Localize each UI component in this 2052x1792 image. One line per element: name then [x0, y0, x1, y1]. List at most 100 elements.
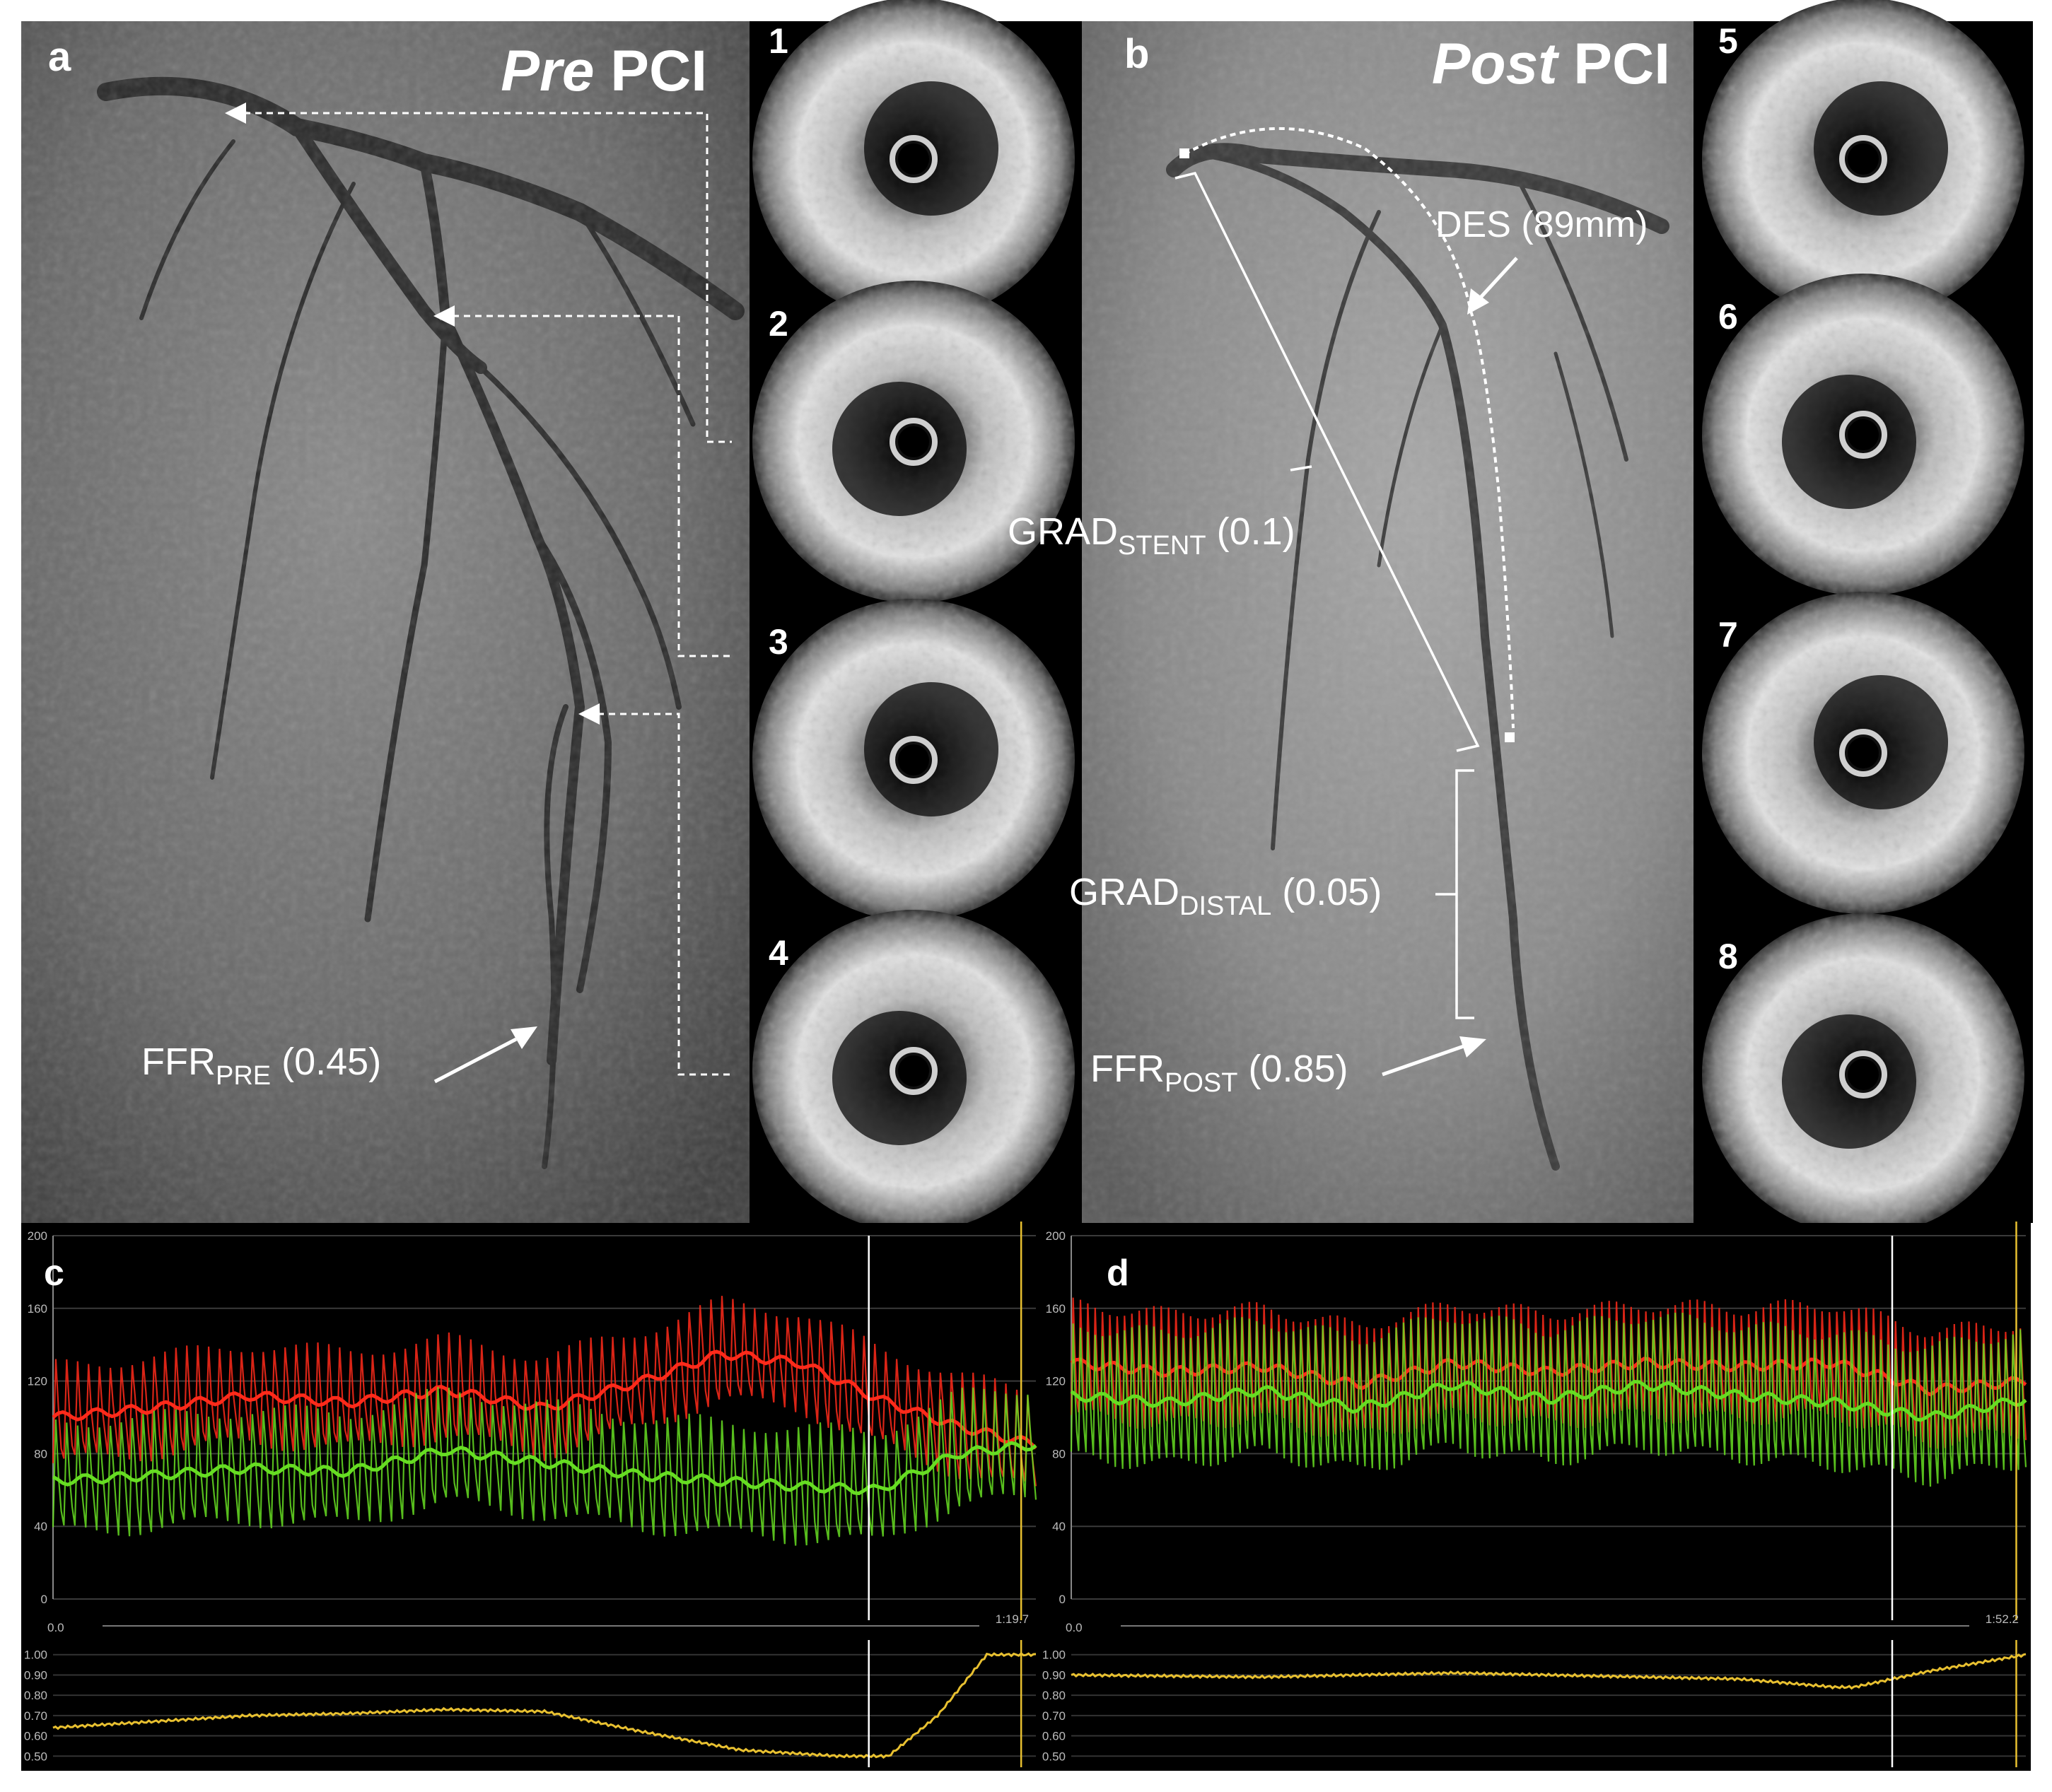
ivus-connector-arrowheads-pre	[225, 103, 600, 725]
stent-bracket-tick	[1290, 465, 1312, 472]
ivus-catheter-ring	[890, 135, 938, 183]
ffr-tick-label: 1.00	[1042, 1648, 1066, 1662]
ivus-catheter-core	[898, 1055, 929, 1087]
ivus-catheter-core	[1848, 144, 1879, 175]
panel-a-title: Pre PCI	[501, 39, 707, 103]
des-arrow	[1467, 257, 1518, 315]
angiogram-post-texture	[1082, 21, 1694, 1223]
grad-distal-label: GRADDISTAL (0.05)	[1069, 871, 1382, 921]
ivus-catheter-core	[898, 144, 929, 175]
pressure-tick-label: 200	[1046, 1229, 1066, 1243]
pressure-tick-label: 80	[1052, 1447, 1066, 1460]
panel-b: b Post PCI DES (89mm) GRADSTENT (0.1) GR…	[1008, 21, 1694, 1223]
ivus-connectors-pre	[244, 112, 732, 1076]
ffr-tick-label: 0.70	[24, 1709, 47, 1723]
pressure-tick-label: 80	[34, 1447, 47, 1460]
distal-pressure-trace	[1070, 1312, 2027, 1487]
panel-c-chart: 200 160 120 80 40 0 0.0 1:19.7 1.00 0.90 0.80 0.70 0…	[21, 1222, 1039, 1771]
ffr-tick-label: 1.00	[24, 1648, 47, 1662]
time-end-label: 1:52.2	[1986, 1612, 2019, 1626]
ffr-pre-arrow	[433, 1026, 537, 1084]
ivus-catheter-core	[1848, 419, 1879, 450]
chart-background	[21, 1223, 1039, 1771]
pressure-tick-label: 0	[41, 1593, 47, 1606]
ivus-number-4: 4	[769, 933, 788, 973]
panel-letter-d: d	[1107, 1253, 1129, 1294]
ffr-trace	[52, 1652, 1037, 1759]
ivus-catheter-ring	[1839, 729, 1887, 777]
time-start-label: 0.0	[47, 1621, 64, 1634]
ivus-number-5: 5	[1718, 21, 1738, 61]
ivus-catheter-core	[898, 744, 929, 775]
ivus-image-1: 1	[752, 0, 1075, 320]
ivus-number-7: 7	[1718, 615, 1738, 655]
ivus-catheter-ring	[1839, 411, 1887, 459]
ivus-lumen	[832, 1011, 967, 1145]
ivus-image-6: 6	[1702, 274, 2024, 596]
ffr-tick-label: 0.60	[1042, 1730, 1066, 1743]
ivus-image-5: 5	[1702, 0, 2024, 320]
ffr-tick-label: 0.90	[1042, 1668, 1066, 1682]
ffr-tick-label: 0.80	[1042, 1689, 1066, 1702]
pressure-tick-label: 160	[1046, 1302, 1066, 1316]
ivus-catheter-core	[1848, 1059, 1879, 1090]
panel-letter-c: c	[44, 1253, 64, 1294]
ivus-image-2: 2	[752, 281, 1075, 603]
ffr-tick-label: 0.70	[1042, 1709, 1066, 1723]
ivus-catheter-core	[1848, 737, 1879, 768]
ffr-tick-label: 0.80	[24, 1689, 47, 1702]
angiogram-texture	[21, 21, 750, 1223]
pressure-tick-label: 120	[1046, 1375, 1066, 1388]
ffr-tick-label: 0.50	[1042, 1750, 1066, 1763]
ivus-image-7: 7	[1702, 592, 2024, 914]
distal-pressure-trace	[52, 1386, 1037, 1546]
panel-letter-a: a	[48, 34, 71, 80]
distal-pressure-mean	[52, 1441, 1037, 1496]
pressure-tick-label: 200	[28, 1229, 47, 1243]
title-pre-italic: Pre	[501, 39, 594, 103]
panel-a: a Pre PCI FFRPRE (0.45)	[21, 21, 750, 1223]
distal-bracket	[1435, 769, 1474, 1019]
ivus-lumen	[1782, 375, 1916, 509]
ffr-post-arrow	[1382, 1036, 1486, 1077]
title-post-rest: PCI	[1558, 32, 1670, 96]
stent-bracket	[1174, 171, 1480, 752]
ivus-number-6: 6	[1718, 297, 1738, 336]
ivus-column-pre: 1 2 3 4	[750, 0, 1082, 1232]
ivus-catheter-ring	[890, 1047, 938, 1095]
title-pre-rest: PCI	[595, 39, 707, 103]
panel-b-title: Post PCI	[1432, 32, 1670, 96]
pressure-tick-label: 40	[1052, 1520, 1066, 1533]
stent-end-marker	[1505, 732, 1515, 742]
ffr-tick-label: 0.90	[24, 1668, 47, 1682]
ivus-lumen	[832, 382, 967, 516]
pressure-tick-label: 40	[34, 1520, 47, 1533]
ivus-lumen	[1782, 1014, 1916, 1149]
ivus-catheter-core	[898, 426, 929, 457]
ivus-catheter-ring	[1839, 1050, 1887, 1099]
ffr-trace	[1071, 1653, 2027, 1690]
des-label: DES (89mm)	[1435, 204, 1648, 245]
panel-letter-b: b	[1124, 31, 1149, 77]
chart-background	[1039, 1223, 2031, 1771]
aortic-pressure-trace	[52, 1296, 1037, 1487]
ffr-pre-label: FFRPRE (0.45)	[141, 1041, 381, 1091]
ffr-tick-label: 0.50	[24, 1750, 47, 1763]
pressure-tick-label: 0	[1059, 1593, 1066, 1606]
ivus-image-3: 3	[752, 599, 1075, 921]
ffr-post-label: FFRPOST (0.85)	[1090, 1048, 1348, 1098]
grad-stent-label: GRADSTENT (0.1)	[1008, 510, 1295, 561]
ivus-number-8: 8	[1718, 937, 1738, 976]
time-end-label: 1:19.7	[996, 1612, 1029, 1626]
pressure-tick-label: 160	[28, 1302, 47, 1316]
ffr-tick-label: 0.60	[24, 1730, 47, 1743]
ivus-image-8: 8	[1702, 913, 2024, 1236]
ivus-number-1: 1	[769, 21, 788, 61]
ivus-number-2: 2	[769, 304, 788, 344]
ivus-column-post: 5 6 7 8	[1694, 0, 2033, 1236]
ivus-number-3: 3	[769, 622, 788, 662]
title-post-italic: Post	[1432, 32, 1560, 96]
time-start-label: 0.0	[1066, 1621, 1083, 1634]
panel-d-chart: 200 160 120 80 40 0 0.0 1:52.2 1.00 0.90 0.80 0.70 0…	[1039, 1222, 2031, 1771]
